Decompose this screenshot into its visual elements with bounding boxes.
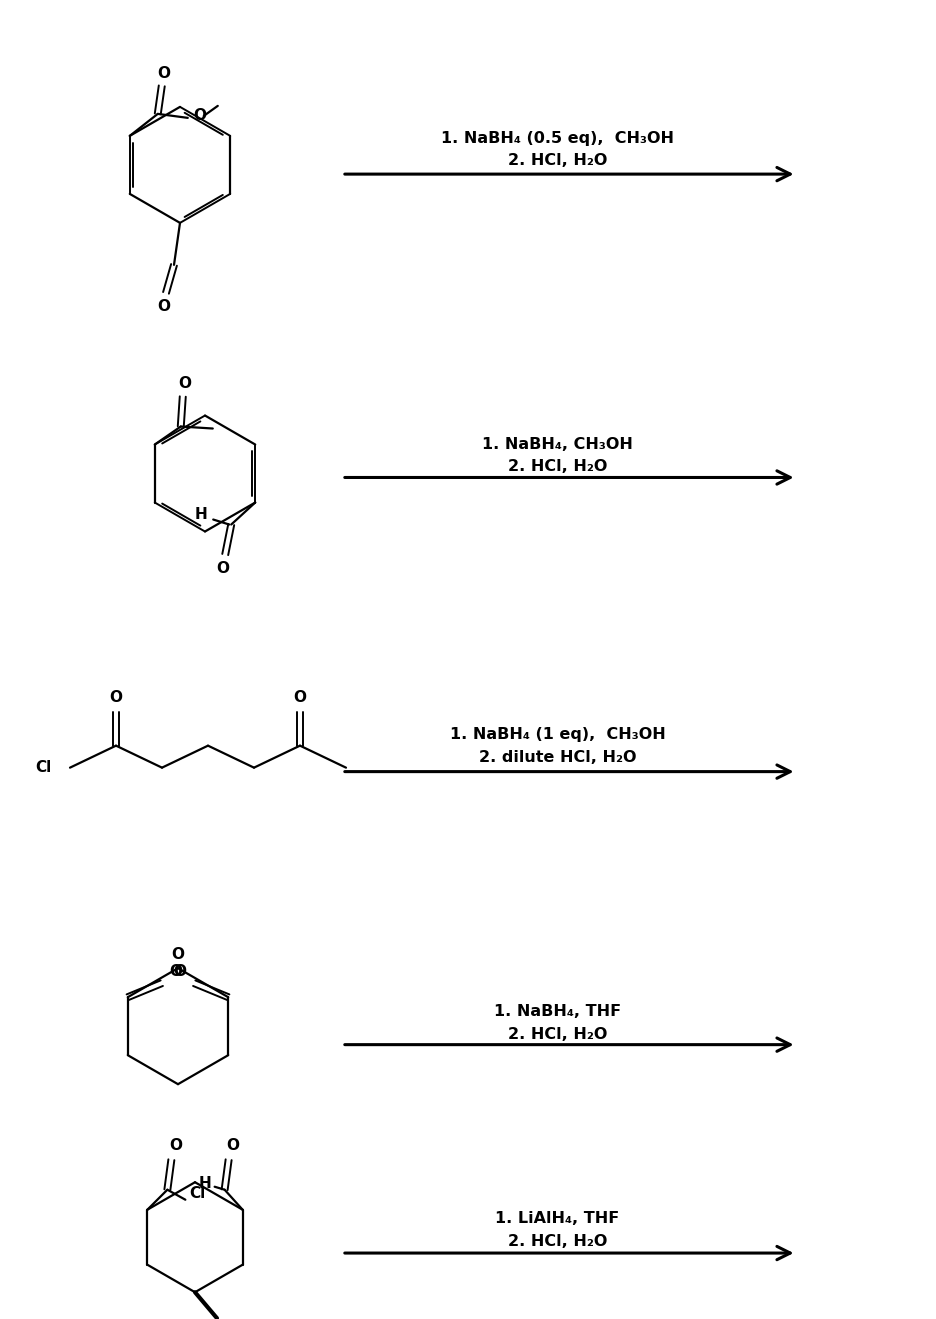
Text: 1. NaBH₄, THF: 1. NaBH₄, THF — [493, 1004, 621, 1020]
Text: O: O — [216, 561, 229, 576]
Text: O: O — [168, 1138, 182, 1153]
Text: H: H — [198, 1177, 211, 1191]
Text: O: O — [173, 964, 186, 979]
Text: H: H — [195, 506, 208, 522]
Text: 2. HCl, H₂O: 2. HCl, H₂O — [507, 153, 607, 169]
Text: O: O — [293, 690, 306, 706]
Text: 2. HCl, H₂O: 2. HCl, H₂O — [507, 1233, 607, 1249]
Text: O: O — [226, 1138, 239, 1153]
Text: 2. HCl, H₂O: 2. HCl, H₂O — [507, 459, 607, 475]
Text: 1. LiAlH₄, THF: 1. LiAlH₄, THF — [495, 1211, 619, 1227]
Text: O: O — [157, 299, 170, 314]
Text: 2. dilute HCl, H₂O: 2. dilute HCl, H₂O — [478, 749, 636, 765]
Text: O: O — [110, 690, 123, 706]
Text: 1. NaBH₄, CH₃OH: 1. NaBH₄, CH₃OH — [481, 437, 633, 452]
Text: O: O — [157, 66, 170, 82]
Text: O: O — [171, 947, 184, 962]
Text: O: O — [169, 964, 183, 979]
Text: O: O — [193, 108, 206, 124]
Text: O: O — [178, 376, 191, 390]
Text: 1. NaBH₄ (0.5 eq),  CH₃OH: 1. NaBH₄ (0.5 eq), CH₃OH — [441, 131, 673, 146]
Text: Cl: Cl — [35, 760, 51, 776]
Text: 1. NaBH₄ (1 eq),  CH₃OH: 1. NaBH₄ (1 eq), CH₃OH — [449, 727, 665, 743]
Text: Cl: Cl — [189, 1186, 205, 1202]
Text: 2. HCl, H₂O: 2. HCl, H₂O — [507, 1026, 607, 1042]
